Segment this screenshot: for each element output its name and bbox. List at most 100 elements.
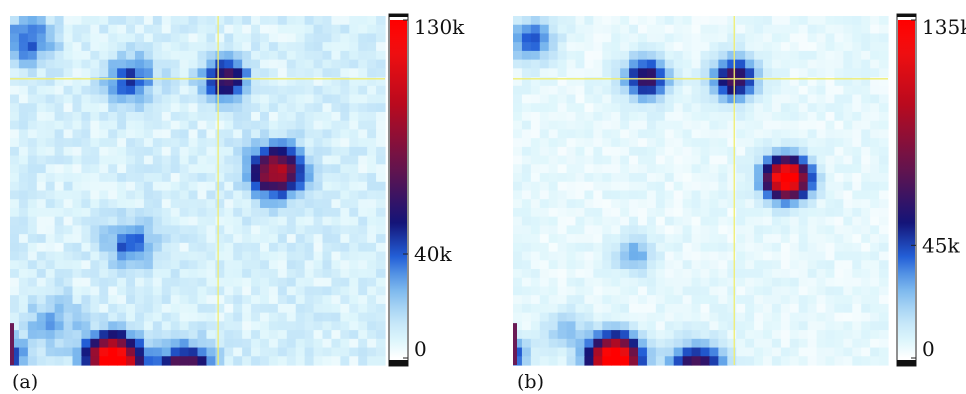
heatmap-cell bbox=[45, 312, 56, 322]
heatmap-cell bbox=[331, 85, 341, 96]
heatmap-cell bbox=[358, 50, 368, 61]
heatmap-cell bbox=[852, 356, 862, 366]
heatmap-cell bbox=[870, 347, 880, 357]
heatmap-cell bbox=[268, 50, 279, 61]
heatmap-cells bbox=[10, 16, 386, 366]
heatmap-cell bbox=[557, 146, 568, 157]
heatmap-cell bbox=[349, 216, 359, 226]
heatmap-cell bbox=[331, 303, 341, 314]
heatmap-cell bbox=[251, 260, 261, 270]
heatmap-cell bbox=[852, 77, 862, 87]
heatmap-cell bbox=[834, 216, 844, 226]
heatmap-cell bbox=[789, 269, 800, 279]
heatmap-cell bbox=[340, 94, 350, 104]
heatmap-cell bbox=[215, 181, 225, 192]
heatmap-cell bbox=[99, 216, 109, 226]
heatmap-cell bbox=[45, 190, 56, 200]
heatmap-cell bbox=[646, 303, 657, 314]
heatmap-cell bbox=[188, 303, 199, 314]
heatmap-cell bbox=[367, 286, 377, 296]
heatmap-cell bbox=[45, 181, 56, 192]
heatmap-cell bbox=[780, 260, 791, 270]
heatmap-cell bbox=[233, 216, 243, 226]
heatmap-cell bbox=[620, 260, 630, 270]
heatmap-cell bbox=[584, 68, 594, 78]
heatmap-cell bbox=[646, 24, 657, 35]
heatmap-cell bbox=[108, 59, 118, 69]
heatmap-cell bbox=[593, 251, 603, 261]
heatmap-cell bbox=[682, 181, 693, 192]
heatmap-cell bbox=[54, 321, 65, 331]
heatmap-cell bbox=[10, 68, 20, 78]
heatmap-cell bbox=[754, 85, 764, 96]
heatmap-cell bbox=[879, 286, 889, 296]
heatmap-cell bbox=[807, 103, 818, 113]
heatmap-cell bbox=[798, 16, 809, 26]
heatmap-cell bbox=[10, 234, 20, 244]
heatmap-cell bbox=[295, 190, 306, 200]
heatmap-cell bbox=[242, 321, 252, 331]
heatmap-cell bbox=[152, 225, 163, 235]
heatmap-cell bbox=[566, 146, 577, 157]
heatmap-cell bbox=[655, 356, 666, 366]
heatmap-cell bbox=[313, 138, 324, 148]
heatmap-cell bbox=[126, 251, 136, 261]
heatmap-cell bbox=[664, 94, 675, 104]
heatmap-cell bbox=[27, 303, 38, 314]
heatmap-cell bbox=[81, 59, 91, 69]
heatmap-cell bbox=[513, 190, 523, 200]
heatmap-cell bbox=[295, 164, 306, 174]
heatmap-cell bbox=[170, 347, 181, 357]
heatmap-cell bbox=[349, 173, 359, 183]
heatmap-cell bbox=[197, 164, 208, 174]
heatmap-cell bbox=[780, 251, 791, 261]
heatmap-cell bbox=[673, 207, 684, 218]
heatmap-cell bbox=[771, 50, 782, 61]
heatmap-cell bbox=[63, 129, 74, 139]
heatmap-cell bbox=[215, 146, 225, 157]
heatmap-cell bbox=[206, 225, 216, 235]
heatmap-cell bbox=[664, 50, 675, 61]
heatmap-cell bbox=[206, 146, 216, 157]
heatmap-cell bbox=[521, 164, 532, 174]
heatmap-cell bbox=[117, 42, 127, 52]
heatmap-cell bbox=[673, 295, 684, 305]
heatmap-cell bbox=[90, 138, 100, 148]
heatmap-cell bbox=[745, 24, 755, 35]
heatmap-cell bbox=[557, 68, 568, 78]
heatmap-cell bbox=[27, 321, 38, 331]
heatmap-cell bbox=[126, 138, 136, 148]
heatmap-cell bbox=[530, 225, 541, 235]
heatmap-cell bbox=[260, 269, 270, 279]
heatmap-cell bbox=[135, 286, 145, 296]
heatmap-cell bbox=[72, 199, 83, 209]
heatmap-cell bbox=[557, 42, 568, 52]
heatmap-cell bbox=[834, 347, 844, 357]
heatmap-cell bbox=[736, 173, 746, 183]
heatmap-cell bbox=[313, 16, 324, 26]
heatmap-cell bbox=[224, 155, 234, 165]
heatmap-cell bbox=[161, 269, 172, 279]
heatmap-cell bbox=[736, 103, 746, 113]
heatmap-cell bbox=[879, 312, 889, 322]
heatmap-cell bbox=[584, 251, 594, 261]
heatmap-cell bbox=[126, 59, 136, 69]
heatmap-cell bbox=[143, 330, 154, 340]
heatmap-cell bbox=[233, 42, 243, 52]
heatmap-cell bbox=[620, 59, 630, 69]
heatmap-cell bbox=[224, 234, 234, 244]
heatmap-cell bbox=[36, 234, 47, 244]
heatmap-cell bbox=[780, 234, 791, 244]
heatmap-cell bbox=[277, 68, 288, 78]
heatmap-cell bbox=[260, 356, 270, 366]
heatmap-cell bbox=[539, 321, 550, 331]
heatmap-cell bbox=[322, 85, 333, 96]
heatmap-cell bbox=[664, 356, 675, 366]
heatmap-cell bbox=[260, 68, 270, 78]
heatmap-cell bbox=[349, 68, 359, 78]
heatmap-cell bbox=[286, 207, 297, 218]
heatmap-cell bbox=[530, 356, 541, 366]
heatmap-cell bbox=[664, 164, 675, 174]
heatmap-cell bbox=[584, 190, 594, 200]
heatmap-cell bbox=[798, 260, 809, 270]
